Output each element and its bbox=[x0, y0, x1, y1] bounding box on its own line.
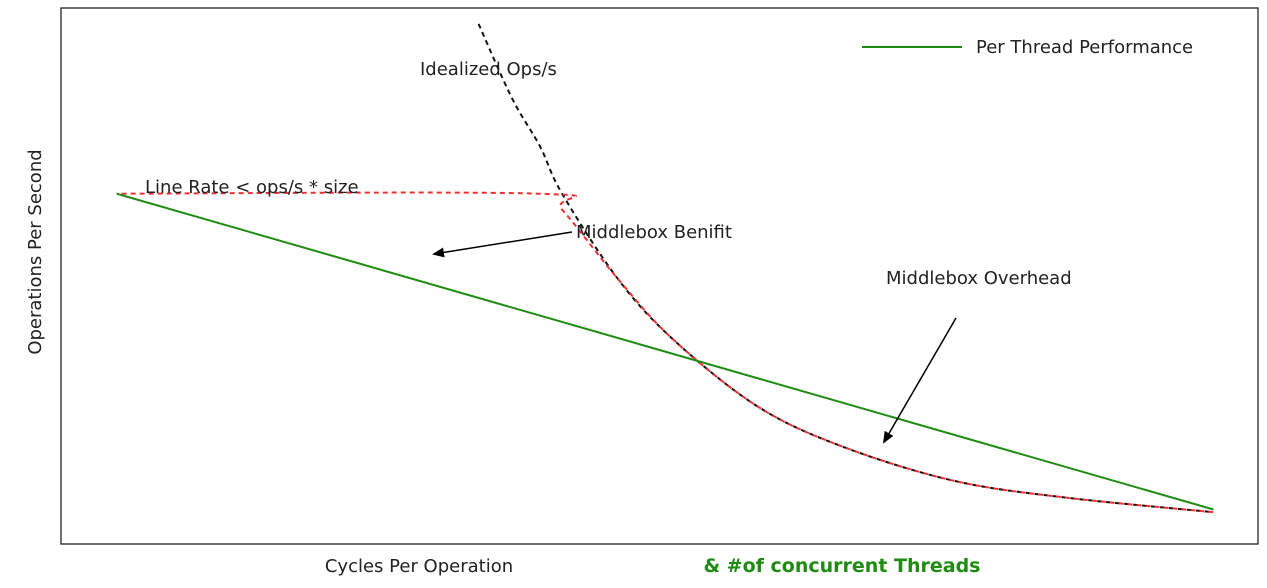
annotation-idealized: Idealized Ops/s bbox=[420, 59, 557, 80]
plot-area bbox=[60, 7, 1259, 545]
series-per-thread-performance-line bbox=[116, 192, 1214, 511]
y-axis-label: Operations Per Second bbox=[25, 149, 46, 354]
series-layer bbox=[116, 23, 1214, 514]
y-axis-labels: Operations Per Second bbox=[25, 149, 46, 354]
annotation-middlebox-benefit: Middlebox Benifit bbox=[432, 222, 732, 258]
annotation-middlebox-overhead-label: Middlebox Overhead bbox=[886, 268, 1072, 289]
middlebox-benefit-arrow bbox=[432, 231, 573, 258]
x-axis-labels: Cycles Per Operation & #of concurrent Th… bbox=[325, 555, 981, 577]
annotation-middlebox-benefit-label: Middlebox Benifit bbox=[576, 222, 732, 243]
series-line-rate-ops-s-size-line bbox=[116, 191, 1214, 514]
plot-frame bbox=[60, 7, 1259, 545]
legend: Per Thread Performance bbox=[862, 37, 1193, 58]
middlebox-overhead-arrow bbox=[882, 317, 957, 444]
x-axis-label-extra: & #of concurrent Threads bbox=[704, 555, 981, 577]
annotation-line-rate: Line Rate < ops/s * size bbox=[145, 177, 359, 198]
legend-label-per-thread: Per Thread Performance bbox=[976, 37, 1193, 58]
annotation-idealized-label: Idealized Ops/s bbox=[420, 59, 557, 80]
annotation-middlebox-overhead: Middlebox Overhead bbox=[882, 268, 1072, 444]
annotation-line-rate-label: Line Rate < ops/s * size bbox=[145, 177, 359, 198]
x-axis-label: Cycles Per Operation bbox=[325, 556, 513, 577]
